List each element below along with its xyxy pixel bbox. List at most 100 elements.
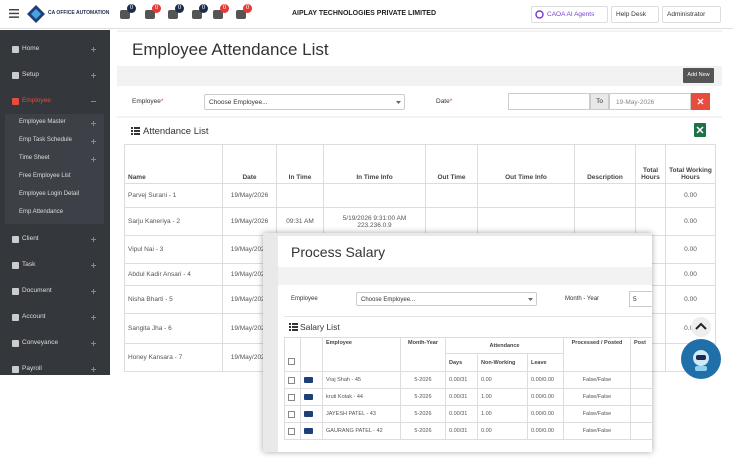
menu-label: Task [22, 261, 36, 268]
menu-icon [12, 314, 19, 321]
column-header: Post [630, 337, 652, 372]
cell: kruti Kotak - 44 [322, 388, 401, 406]
cell: GAURANG PATEL - 42 [322, 422, 401, 440]
notification-icon[interactable] [168, 10, 178, 19]
cell: Vraj Shah - 45 [322, 371, 401, 389]
process-salary-modal: Process Salary Employee Choose Employee.… [263, 233, 652, 452]
edit-button[interactable] [304, 411, 313, 417]
cell [276, 183, 324, 208]
cell: JAYESH PATEL - 43 [322, 405, 401, 423]
salary-row: GAURANG PATEL - 42 5-2026 0.00/31 0.00 0.00/… [284, 422, 652, 440]
scroll-top-button[interactable] [690, 316, 712, 338]
cell: 0.00 [665, 285, 716, 314]
menu-toggle [91, 73, 96, 78]
submenu-item[interactable]: Time Sheet [19, 155, 50, 161]
edit-button[interactable] [304, 377, 313, 383]
notification-icon[interactable] [236, 10, 246, 19]
menu-icon [12, 236, 19, 243]
checkbox-cell [284, 371, 301, 389]
user-name: Administrator [667, 11, 706, 18]
employee-label: Employee* [132, 98, 163, 105]
column-header: Total Working Hours [665, 144, 716, 184]
clear-date-button[interactable] [691, 93, 710, 110]
menu-item[interactable]: Task [0, 260, 110, 272]
cell: 0.00 [665, 207, 716, 236]
menu-toggle [91, 289, 96, 294]
menu-item[interactable]: Setup [0, 70, 110, 82]
submenu-item[interactable]: Employee Login Detail [19, 191, 80, 197]
checkbox[interactable] [288, 410, 295, 418]
submenu-item[interactable]: Emp Task Schedule [19, 137, 72, 143]
top-bar: CA OFFICE AUTOMATION AIPLAY TECHNOLOGIES… [0, 0, 733, 29]
submenu-item[interactable]: Emp Attendance [19, 209, 64, 215]
edit-cell [300, 388, 323, 406]
checkbox[interactable] [288, 358, 295, 365]
to-addon: To [590, 93, 609, 110]
user-menu[interactable]: Administrator [662, 6, 721, 23]
cell: 09:31 AM [276, 207, 324, 236]
cell: 5-2026 [400, 405, 446, 423]
help-desk-button[interactable]: Help Desk [611, 6, 659, 23]
cell: 0.00 [665, 313, 716, 344]
cell [635, 207, 666, 236]
edit-button[interactable] [304, 428, 313, 434]
checkbox[interactable] [288, 427, 295, 435]
submenu-item[interactable]: Free Employee List [19, 173, 71, 179]
menu-item[interactable]: Payroll [0, 364, 110, 376]
column-header: Leave [526, 353, 565, 372]
date-to-input[interactable]: 19-May-2026 [609, 93, 691, 110]
header-row: Days Non-Working Leave [285, 353, 653, 372]
menu-item[interactable]: Home [0, 44, 110, 56]
menu-toggle[interactable] [9, 9, 19, 18]
checkbox[interactable] [288, 376, 295, 384]
required-mark: * [160, 98, 164, 105]
list-icon [131, 127, 140, 135]
cell [477, 207, 575, 236]
cell [574, 183, 636, 208]
menu-toggle [91, 263, 96, 268]
menu-item[interactable]: Account [0, 312, 110, 324]
cell: False/False [563, 371, 632, 389]
submenu-item[interactable]: Employee Master [19, 119, 66, 125]
menu-item[interactable]: Client [0, 234, 110, 246]
salary-employee-select[interactable]: Choose Employee... [356, 292, 537, 306]
column-header: Days [445, 353, 478, 372]
notification-icon[interactable] [192, 10, 202, 19]
checkbox-cell [284, 405, 301, 423]
cell: Honey Kansara - 7 [124, 343, 223, 372]
header-row: Name Date In Time In Time Info Out Time Out T… [124, 144, 716, 184]
cell [477, 183, 575, 208]
ai-agents-button[interactable]: CAOA AI Agents [531, 6, 608, 23]
cell: 19/May/2026 [222, 207, 277, 236]
notification-icon[interactable] [120, 10, 130, 19]
modal-title: Process Salary [291, 244, 386, 260]
date-from-input[interactable] [508, 93, 590, 110]
chatbot-button[interactable] [680, 338, 722, 380]
cell: 19/May/2026 [222, 183, 277, 208]
employee-select[interactable]: Choose Employee... [204, 94, 405, 110]
month-year-input[interactable]: 5 [629, 291, 652, 307]
month-year-label: Month - Year [565, 296, 600, 302]
page-title: Employee Attendance List [132, 40, 329, 59]
menu-label: Employee [22, 97, 51, 104]
menu-item[interactable]: Employee [0, 96, 110, 108]
notification-icon[interactable] [145, 10, 155, 19]
notification-badge: 0 [152, 4, 161, 13]
edit-button[interactable] [304, 394, 313, 400]
menu-item[interactable]: Conveyance [0, 338, 110, 350]
cell: 0.00/31 [445, 405, 478, 423]
column-header: Month-Year [400, 337, 446, 372]
menu-item[interactable]: Document [0, 286, 110, 298]
column-header: In Time Info [323, 144, 426, 184]
cell: Vipul Nai - 3 [124, 235, 223, 264]
notification-badge: 0 [220, 4, 229, 13]
checkbox[interactable] [288, 393, 295, 401]
notification-icon[interactable] [213, 10, 223, 19]
add-new-button[interactable]: Add New [683, 68, 714, 83]
cell: 1.00 [477, 388, 528, 406]
cell: Nisha Bharti - 5 [124, 285, 223, 314]
ai-agents-label: CAOA AI Agents [547, 11, 595, 18]
cell: 0.00 [665, 263, 716, 286]
excel-export[interactable] [694, 123, 706, 137]
edit-column [300, 337, 323, 372]
